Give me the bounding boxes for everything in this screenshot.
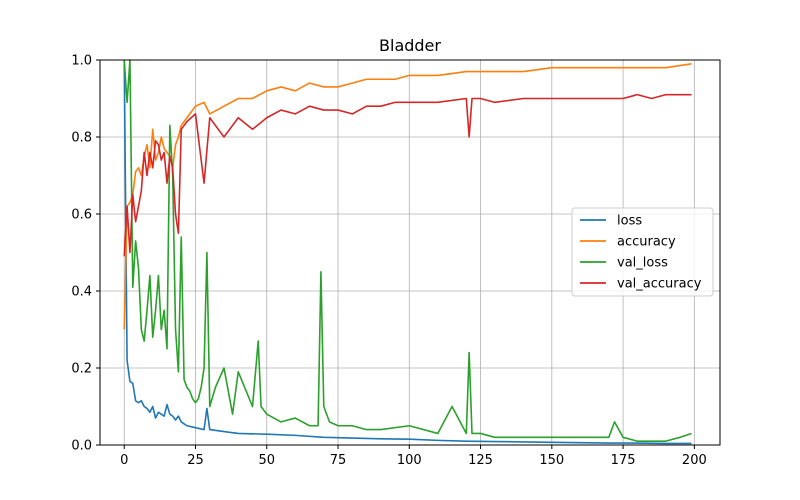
x-tick-label: 75 xyxy=(330,453,347,468)
series-line-val-loss xyxy=(123,59,692,442)
legend-label: loss xyxy=(617,214,642,229)
series-line-val-accuracy xyxy=(123,93,692,257)
series-layer xyxy=(123,59,692,445)
plot-frame xyxy=(99,59,721,446)
y-tick-label: 0.2 xyxy=(71,362,92,377)
y-tick-label: 0.8 xyxy=(71,131,92,146)
x-tick-label: 200 xyxy=(682,453,707,468)
legend-label: accuracy xyxy=(617,235,676,250)
chart-title: Bladder xyxy=(379,36,441,55)
y-tick-label: 1.0 xyxy=(71,54,92,69)
y-tick-label: 0.6 xyxy=(71,208,92,223)
x-tick-label: 50 xyxy=(258,453,275,468)
x-tick-label: 100 xyxy=(397,453,422,468)
x-tick-label: 0 xyxy=(120,453,128,468)
series-line-accuracy xyxy=(123,63,692,330)
legend: loss accuracy val_loss val_accuracy xyxy=(571,207,714,297)
ticks: 0 25 50 75 100 125 150 175 200 0.0 0.2 0.4 0.6 0.8 1.0 xyxy=(71,54,706,469)
x-tick-label: 150 xyxy=(539,453,564,468)
x-tick-label: 125 xyxy=(468,453,493,468)
x-tick-label: 175 xyxy=(611,453,636,468)
x-tick-label: 25 xyxy=(187,453,204,468)
series-line-loss xyxy=(123,59,692,445)
y-tick-label: 0.4 xyxy=(71,285,92,300)
legend-box xyxy=(571,207,714,297)
legend-label: val_loss xyxy=(617,256,668,271)
y-tick-label: 0.0 xyxy=(71,439,92,454)
legend-label: val_accuracy xyxy=(617,277,702,292)
